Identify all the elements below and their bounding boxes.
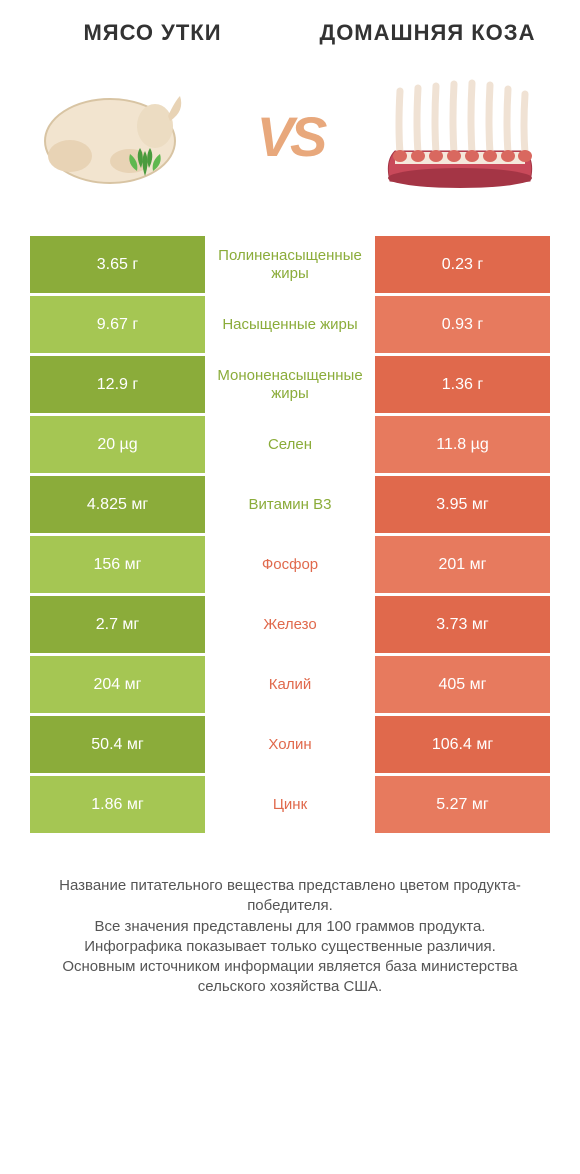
nutrient-label: Калий xyxy=(205,656,375,713)
right-value-cell: 1.36 г xyxy=(375,356,550,413)
nutrient-label: Железо xyxy=(205,596,375,653)
right-value-cell: 11.8 µg xyxy=(375,416,550,473)
footer-line: Основным источником информации является … xyxy=(30,957,550,998)
footer-line: Инфографика показывает только существенн… xyxy=(30,937,550,957)
nutrient-label: Фосфор xyxy=(205,536,375,593)
right-value-cell: 5.27 мг xyxy=(375,776,550,833)
right-product-title: ДОМАШНЯЯ КОЗА xyxy=(315,20,540,46)
comparison-images-row: VS xyxy=(0,56,580,236)
left-value-cell: 204 мг xyxy=(30,656,205,713)
footer-notes: Название питательного вещества представл… xyxy=(0,836,580,998)
nutrient-label: Полиненасыщенные жиры xyxy=(205,236,375,293)
nutrient-label: Селен xyxy=(205,416,375,473)
header: МЯСО УТКИ ДОМАШНЯЯ КОЗА xyxy=(0,0,580,56)
table-row: 12.9 гМононенасыщенные жиры1.36 г xyxy=(30,356,550,413)
right-product-image xyxy=(370,66,550,206)
table-row: 4.825 мгВитамин B33.95 мг xyxy=(30,476,550,533)
table-row: 50.4 мгХолин106.4 мг xyxy=(30,716,550,773)
nutrient-label: Цинк xyxy=(205,776,375,833)
left-value-cell: 2.7 мг xyxy=(30,596,205,653)
left-product-title: МЯСО УТКИ xyxy=(40,20,265,46)
right-value-cell: 3.95 мг xyxy=(375,476,550,533)
nutrient-label: Насыщенные жиры xyxy=(205,296,375,353)
left-value-cell: 12.9 г xyxy=(30,356,205,413)
table-row: 1.86 мгЦинк5.27 мг xyxy=(30,776,550,833)
left-value-cell: 1.86 мг xyxy=(30,776,205,833)
nutrition-table: 3.65 гПолиненасыщенные жиры0.23 г9.67 гН… xyxy=(0,236,580,833)
vs-label: VS xyxy=(257,104,324,169)
right-value-cell: 0.23 г xyxy=(375,236,550,293)
right-value-cell: 201 мг xyxy=(375,536,550,593)
nutrient-label: Мононенасыщенные жиры xyxy=(205,356,375,413)
right-value-cell: 0.93 г xyxy=(375,296,550,353)
footer-line: Название питательного вещества представл… xyxy=(30,876,550,917)
table-row: 3.65 гПолиненасыщенные жиры0.23 г xyxy=(30,236,550,293)
left-value-cell: 20 µg xyxy=(30,416,205,473)
nutrient-label: Холин xyxy=(205,716,375,773)
left-product-image xyxy=(30,66,210,206)
right-value-cell: 3.73 мг xyxy=(375,596,550,653)
nutrient-label: Витамин B3 xyxy=(205,476,375,533)
table-row: 204 мгКалий405 мг xyxy=(30,656,550,713)
table-row: 20 µgСелен11.8 µg xyxy=(30,416,550,473)
left-value-cell: 3.65 г xyxy=(30,236,205,293)
right-value-cell: 405 мг xyxy=(375,656,550,713)
left-value-cell: 9.67 г xyxy=(30,296,205,353)
table-row: 9.67 гНасыщенные жиры0.93 г xyxy=(30,296,550,353)
table-row: 156 мгФосфор201 мг xyxy=(30,536,550,593)
footer-line: Все значения представлены для 100 граммо… xyxy=(30,917,550,937)
left-value-cell: 50.4 мг xyxy=(30,716,205,773)
left-value-cell: 156 мг xyxy=(30,536,205,593)
table-row: 2.7 мгЖелезо3.73 мг xyxy=(30,596,550,653)
left-value-cell: 4.825 мг xyxy=(30,476,205,533)
right-value-cell: 106.4 мг xyxy=(375,716,550,773)
